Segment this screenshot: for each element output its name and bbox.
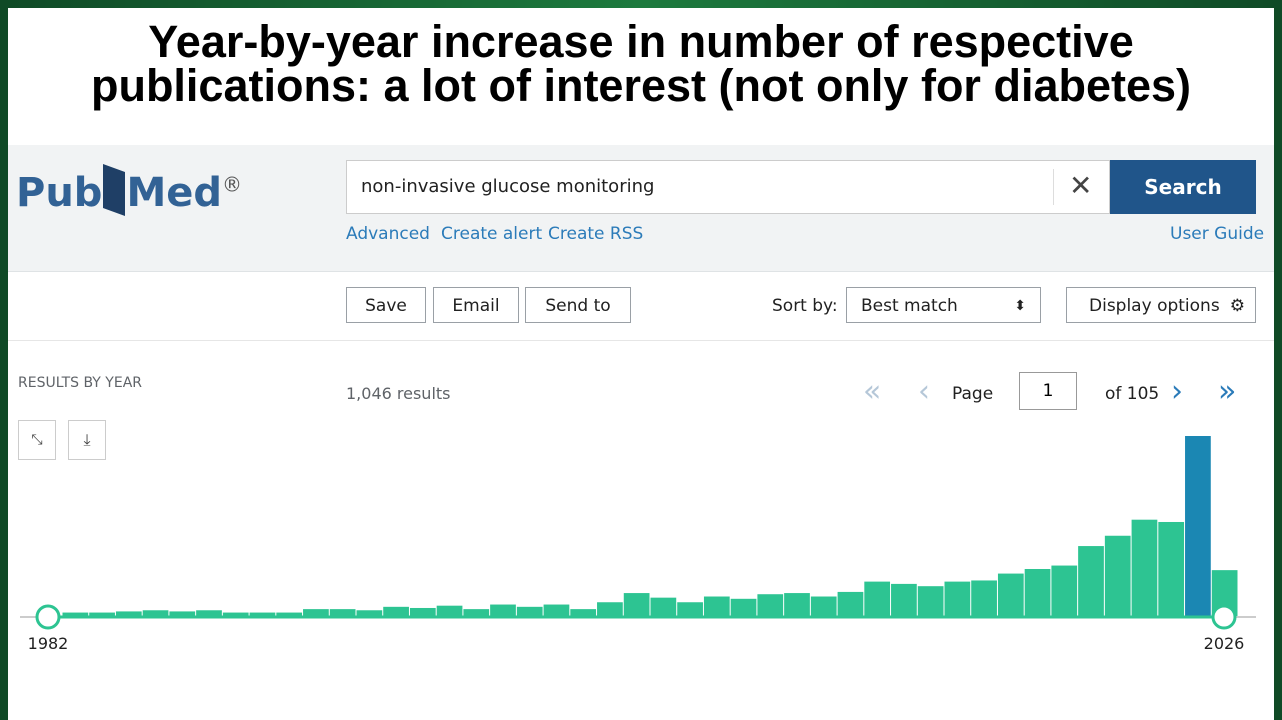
link[interactable]: Create RSS (548, 224, 644, 244)
bar (1104, 535, 1131, 616)
bar (703, 596, 730, 616)
bar (971, 580, 997, 616)
bar (757, 594, 784, 616)
page-input[interactable]: 1 (1019, 372, 1077, 410)
bar (303, 609, 329, 616)
range-handle[interactable] (1211, 604, 1237, 630)
bar (142, 610, 169, 616)
bar (597, 602, 623, 616)
button[interactable]: Send to (525, 287, 631, 323)
bar (1158, 521, 1185, 616)
bar (490, 604, 516, 616)
bar (543, 604, 570, 616)
divider (1053, 169, 1054, 205)
bar (997, 573, 1024, 616)
bar (329, 609, 356, 616)
bar (1051, 565, 1078, 616)
bar (89, 612, 115, 616)
button[interactable]: Email (433, 287, 519, 323)
bar (115, 611, 142, 616)
results-count: 1,046 results (346, 384, 451, 403)
bar (463, 609, 490, 616)
logo-book (103, 163, 126, 217)
bar (356, 610, 383, 616)
search-button[interactable]: Search (1110, 160, 1256, 214)
bar (944, 581, 971, 616)
logo-pub: Pub (16, 170, 103, 216)
display-options[interactable]: Display options ⚙ (1066, 287, 1256, 323)
x-tick-label: 2026 (1204, 634, 1245, 653)
bar (383, 606, 409, 616)
bar (196, 610, 222, 616)
bar (409, 607, 436, 616)
logo-mark: ® (222, 172, 243, 197)
sort-value: Best match (861, 296, 958, 316)
search-input[interactable]: non-invasive glucose monitoring ✕ (346, 160, 1110, 214)
panel: Year-by-year increase in number of respe… (8, 8, 1274, 720)
prev-page[interactable]: ‹ (918, 374, 930, 409)
divider (8, 340, 1274, 341)
page-total: of 105 (1105, 384, 1160, 404)
slide-title: publications: a lot of interest (not onl… (90, 60, 1192, 111)
bar (62, 612, 89, 616)
bar (1024, 568, 1051, 616)
range-handle[interactable] (35, 604, 61, 630)
bar (169, 611, 196, 616)
page-label: Page (952, 384, 994, 404)
first-page[interactable]: « (863, 374, 882, 409)
results-heading: RESULTS BY YEAR (18, 375, 143, 391)
bar (516, 606, 543, 616)
bar (864, 581, 891, 616)
link[interactable]: Advanced (346, 224, 430, 244)
bar (249, 612, 276, 616)
search-query: non-invasive glucose monitoring (361, 176, 655, 197)
chart: 1982 2026 (20, 436, 1256, 653)
slide-title: Year-by-year increase in number of respe… (148, 16, 1134, 67)
bar (222, 612, 249, 616)
bar (436, 605, 463, 616)
bar (1078, 546, 1104, 616)
bar (1185, 436, 1211, 616)
bar (810, 596, 837, 616)
bar (891, 583, 917, 616)
gear-icon: ⚙ (1229, 296, 1245, 316)
download-button[interactable]: ⤓ (68, 420, 106, 460)
last-page[interactable]: » (1218, 374, 1237, 409)
link[interactable]: User Guide (1170, 224, 1265, 244)
bar (276, 612, 303, 616)
bar (1131, 519, 1158, 616)
clear-button[interactable]: ✕ (1069, 169, 1093, 202)
select-arrows: ⬍ (1014, 298, 1026, 314)
bar (784, 593, 810, 616)
collapse-button[interactable]: ⤡ (18, 420, 56, 460)
display-label: Display options (1089, 296, 1220, 316)
x-tick-label: 1982 (28, 634, 69, 653)
logo-med: Med (126, 170, 223, 216)
bar (623, 593, 650, 616)
logo[interactable]: Pub Med® (16, 163, 243, 217)
link[interactable]: Create alert (441, 224, 543, 244)
sort-label: Sort by: (772, 296, 838, 316)
sort-select[interactable]: Best match ⬍ (846, 287, 1041, 323)
bar (677, 602, 703, 616)
bar (837, 591, 864, 616)
next-page[interactable]: › (1171, 374, 1183, 409)
bar (730, 598, 757, 616)
bar (650, 597, 677, 616)
button[interactable]: Save (346, 287, 426, 323)
bar (570, 609, 597, 616)
bar (917, 586, 944, 616)
